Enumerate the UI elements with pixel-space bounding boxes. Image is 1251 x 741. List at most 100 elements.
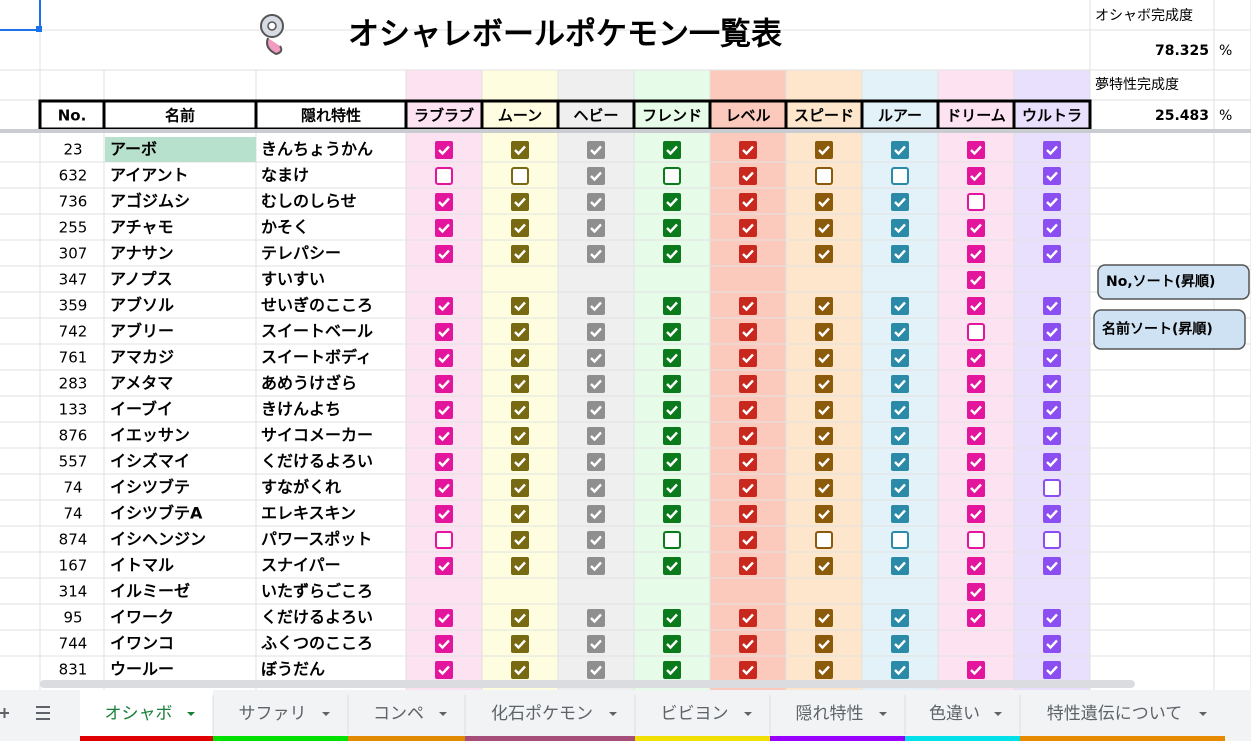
checkbox-checked[interactable]: [891, 427, 909, 445]
sheet-tab[interactable]: [465, 690, 635, 741]
checkbox-checked[interactable]: [435, 245, 453, 263]
checkbox-checked[interactable]: [815, 557, 833, 575]
checkbox-checked[interactable]: [967, 661, 985, 679]
checkbox-checked[interactable]: [815, 219, 833, 237]
checkbox-checked[interactable]: [967, 401, 985, 419]
checkbox-checked[interactable]: [663, 349, 681, 367]
checkbox-checked[interactable]: [891, 661, 909, 679]
checkbox-checked[interactable]: [1043, 557, 1061, 575]
checkbox-checked[interactable]: [891, 141, 909, 159]
checkbox-checked[interactable]: [511, 479, 529, 497]
checkbox-checked[interactable]: [663, 219, 681, 237]
checkbox-checked[interactable]: [435, 557, 453, 575]
checkbox-checked[interactable]: [435, 193, 453, 211]
checkbox-unchecked[interactable]: [1043, 531, 1061, 549]
checkbox-checked[interactable]: [739, 167, 757, 185]
checkbox-checked[interactable]: [587, 141, 605, 159]
checkbox-checked[interactable]: [815, 141, 833, 159]
checkbox-checked[interactable]: [663, 661, 681, 679]
checkbox-checked[interactable]: [587, 453, 605, 471]
checkbox-unchecked[interactable]: [967, 531, 985, 549]
checkbox-checked[interactable]: [587, 323, 605, 341]
checkbox-checked[interactable]: [891, 453, 909, 471]
checkbox-checked[interactable]: [511, 297, 529, 315]
checkbox-checked[interactable]: [891, 505, 909, 523]
checkbox-checked[interactable]: [815, 635, 833, 653]
checkbox-checked[interactable]: [435, 609, 453, 627]
checkbox-checked[interactable]: [1043, 141, 1061, 159]
checkbox-checked[interactable]: [967, 141, 985, 159]
checkbox-checked[interactable]: [1043, 661, 1061, 679]
checkbox-checked[interactable]: [891, 349, 909, 367]
checkbox-checked[interactable]: [739, 661, 757, 679]
checkbox-checked[interactable]: [891, 609, 909, 627]
checkbox-checked[interactable]: [435, 297, 453, 315]
checkbox-checked[interactable]: [435, 427, 453, 445]
checkbox-checked[interactable]: [511, 245, 529, 263]
checkbox-checked[interactable]: [739, 635, 757, 653]
checkbox-checked[interactable]: [435, 661, 453, 679]
checkbox-checked[interactable]: [967, 557, 985, 575]
checkbox-checked[interactable]: [511, 193, 529, 211]
checkbox-checked[interactable]: [1043, 609, 1061, 627]
checkbox-checked[interactable]: [815, 245, 833, 263]
checkbox-checked[interactable]: [967, 375, 985, 393]
checkbox-unchecked[interactable]: [663, 167, 681, 185]
checkbox-checked[interactable]: [739, 427, 757, 445]
checkbox-checked[interactable]: [1043, 401, 1061, 419]
checkbox-checked[interactable]: [891, 479, 909, 497]
sheet-list[interactable]: [36, 706, 50, 720]
checkbox-checked[interactable]: [587, 193, 605, 211]
checkbox-unchecked[interactable]: [891, 167, 909, 185]
checkbox-checked[interactable]: [815, 427, 833, 445]
checkbox-checked[interactable]: [511, 661, 529, 679]
checkbox-checked[interactable]: [891, 401, 909, 419]
checkbox-checked[interactable]: [967, 219, 985, 237]
checkbox-checked[interactable]: [511, 375, 529, 393]
checkbox-checked[interactable]: [663, 323, 681, 341]
checkbox-unchecked[interactable]: [435, 531, 453, 549]
checkbox-checked[interactable]: [739, 141, 757, 159]
checkbox-checked[interactable]: [435, 375, 453, 393]
checkbox-checked[interactable]: [967, 479, 985, 497]
checkbox-checked[interactable]: [587, 479, 605, 497]
scrollbar[interactable]: [40, 680, 1135, 688]
checkbox-checked[interactable]: [815, 453, 833, 471]
checkbox-checked[interactable]: [739, 245, 757, 263]
checkbox-checked[interactable]: [739, 297, 757, 315]
checkbox-checked[interactable]: [435, 635, 453, 653]
checkbox-checked[interactable]: [511, 505, 529, 523]
checkbox-checked[interactable]: [891, 635, 909, 653]
checkbox-checked[interactable]: [739, 505, 757, 523]
checkbox-checked[interactable]: [967, 297, 985, 315]
checkbox-checked[interactable]: [1043, 375, 1061, 393]
checkbox-unchecked[interactable]: [511, 167, 529, 185]
checkbox-checked[interactable]: [891, 557, 909, 575]
checkbox-checked[interactable]: [1043, 427, 1061, 445]
checkbox-checked[interactable]: [739, 557, 757, 575]
checkbox-checked[interactable]: [815, 609, 833, 627]
checkbox-checked[interactable]: [739, 375, 757, 393]
checkbox-checked[interactable]: [739, 323, 757, 341]
checkbox-checked[interactable]: [663, 427, 681, 445]
checkbox-checked[interactable]: [511, 427, 529, 445]
checkbox-checked[interactable]: [663, 479, 681, 497]
checkbox-unchecked[interactable]: [435, 167, 453, 185]
checkbox-checked[interactable]: [587, 427, 605, 445]
checkbox-checked[interactable]: [1043, 219, 1061, 237]
checkbox-checked[interactable]: [739, 401, 757, 419]
checkbox-checked[interactable]: [511, 219, 529, 237]
checkbox-checked[interactable]: [739, 609, 757, 627]
checkbox-checked[interactable]: [587, 167, 605, 185]
checkbox-unchecked[interactable]: [1043, 479, 1061, 497]
checkbox-checked[interactable]: [815, 401, 833, 419]
sheet-tab[interactable]: [1020, 690, 1225, 741]
checkbox-checked[interactable]: [1043, 167, 1061, 185]
checkbox-checked[interactable]: [511, 609, 529, 627]
checkbox-checked[interactable]: [891, 193, 909, 211]
checkbox-checked[interactable]: [435, 219, 453, 237]
checkbox-checked[interactable]: [435, 453, 453, 471]
checkbox-checked[interactable]: [1043, 323, 1061, 341]
checkbox-unchecked[interactable]: [967, 193, 985, 211]
checkbox-checked[interactable]: [1043, 349, 1061, 367]
